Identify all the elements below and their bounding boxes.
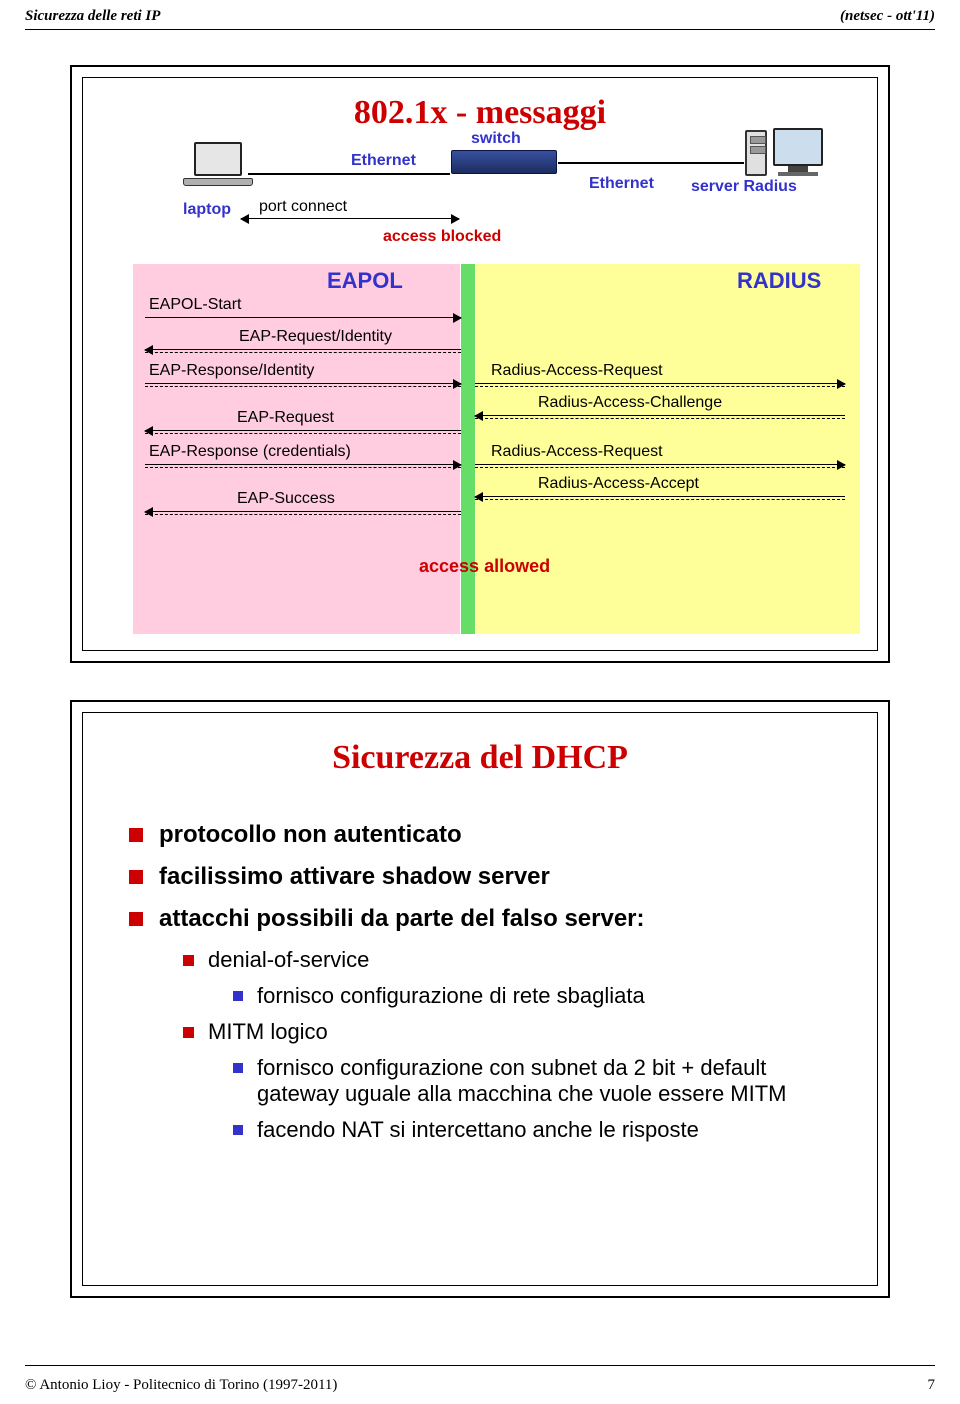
header-right: (netsec - ott'11) xyxy=(840,8,935,25)
bullet-blue-icon xyxy=(233,1125,243,1135)
dash-raa xyxy=(475,499,845,500)
bullet-l2: MITM logico xyxy=(183,1019,837,1045)
footer-left: © Antonio Lioy - Politecnico di Torino (… xyxy=(25,1377,337,1394)
arrow-raa xyxy=(475,496,845,497)
port-connect-arrow xyxy=(241,218,459,219)
msg-rar1: Radius-Access-Request xyxy=(491,362,663,380)
footer-right: 7 xyxy=(928,1377,936,1394)
bullet-blue-icon xyxy=(233,991,243,1001)
msg-resp-id: EAP-Response/Identity xyxy=(149,362,314,380)
arrow-eapol-start xyxy=(145,317,461,318)
bullet-text: attacchi possibili da parte del falso se… xyxy=(159,905,645,933)
bullet-red-icon xyxy=(183,955,194,966)
bullet-red-icon xyxy=(129,870,143,884)
ethernet-right-label: Ethernet xyxy=(589,175,654,193)
bullet-red-icon xyxy=(183,1027,194,1038)
footer-rule xyxy=(25,1365,935,1366)
bullet-text: facendo NAT si intercettano anche le ris… xyxy=(257,1117,699,1143)
arrow-rar2 xyxy=(475,464,845,465)
page-header: Sicurezza delle reti IP (netsec - ott'11… xyxy=(0,0,960,29)
dash-resp-id xyxy=(145,386,461,387)
bullet-text: fornisco configurazione di rete sbagliat… xyxy=(257,983,645,1009)
dash-rac xyxy=(475,418,845,419)
page-footer: © Antonio Lioy - Politecnico di Torino (… xyxy=(25,1377,935,1394)
arrow-resp-id xyxy=(145,383,461,384)
bullet-text: protocollo non autenticato xyxy=(159,821,462,849)
slide-2: Sicurezza del DHCP protocollo non autent… xyxy=(70,700,890,1298)
green-column xyxy=(461,264,475,634)
conn-line-left xyxy=(248,173,450,175)
msg-rar2: Radius-Access-Request xyxy=(491,443,663,461)
msg-req: EAP-Request xyxy=(237,409,334,427)
arrow-req-id xyxy=(145,349,461,350)
bullet-text: fornisco configurazione con subnet da 2 … xyxy=(257,1055,837,1107)
conn-line-right xyxy=(558,162,744,164)
switch-icon xyxy=(451,150,557,174)
bullet-l3: fornisco configurazione con subnet da 2 … xyxy=(233,1055,837,1107)
arrow-req xyxy=(145,430,461,431)
switch-label: switch xyxy=(471,130,521,148)
arrow-succ xyxy=(145,511,461,512)
arrow-rar1 xyxy=(475,383,845,384)
bullet-text: MITM logico xyxy=(208,1019,328,1045)
dash-rar2 xyxy=(475,467,845,468)
slide1-title: 802.1x - messaggi xyxy=(83,94,877,132)
dash-rar1 xyxy=(475,386,845,387)
eapol-title: EAPOL xyxy=(327,268,403,294)
ethernet-left-label: Ethernet xyxy=(351,152,416,170)
msg-eapol-start: EAPOL-Start xyxy=(149,296,241,314)
bullet-l1: attacchi possibili da parte del falso se… xyxy=(123,905,837,933)
bullet-text: facilissimo attivare shadow server xyxy=(159,863,550,891)
dash-succ xyxy=(145,514,461,515)
header-rule xyxy=(25,29,935,30)
access-allowed-label: access allowed xyxy=(419,556,550,577)
msg-resp-cred: EAP-Response (credentials) xyxy=(149,443,351,461)
bullet-text: denial-of-service xyxy=(208,947,369,973)
slide2-title: Sicurezza del DHCP xyxy=(83,739,877,777)
port-connect-label: port connect xyxy=(259,198,347,216)
bullet-blue-icon xyxy=(233,1063,243,1073)
radius-title: RADIUS xyxy=(737,268,821,294)
bullet-l2: denial-of-service xyxy=(183,947,837,973)
msg-succ: EAP-Success xyxy=(237,490,335,508)
slide-1: 802.1x - messaggi switch laptop server R… xyxy=(70,65,890,663)
arrow-rac xyxy=(475,415,845,416)
laptop-icon xyxy=(183,142,253,186)
dash-resp-cred xyxy=(145,467,461,468)
bullet-l1: facilissimo attivare shadow server xyxy=(123,863,837,891)
msg-req-id: EAP-Request/Identity xyxy=(239,328,392,346)
msg-rac: Radius-Access-Challenge xyxy=(538,394,722,412)
bullet-list: protocollo non autenticato facilissimo a… xyxy=(123,821,837,1153)
bullet-l1: protocollo non autenticato xyxy=(123,821,837,849)
bullet-red-icon xyxy=(129,912,143,926)
bullet-l3: facendo NAT si intercettano anche le ris… xyxy=(233,1117,837,1143)
dash-req xyxy=(145,433,461,434)
header-left: Sicurezza delle reti IP xyxy=(25,8,160,25)
slide1-inner: 802.1x - messaggi switch laptop server R… xyxy=(82,77,878,651)
msg-raa: Radius-Access-Accept xyxy=(538,475,699,493)
access-blocked-label: access blocked xyxy=(383,228,501,246)
arrow-resp-cred xyxy=(145,464,461,465)
bullet-red-icon xyxy=(129,828,143,842)
bullet-l3: fornisco configurazione di rete sbagliat… xyxy=(233,983,837,1009)
server-icon xyxy=(745,128,823,176)
laptop-label: laptop xyxy=(183,201,231,219)
slide2-inner: Sicurezza del DHCP protocollo non autent… xyxy=(82,712,878,1286)
dash-req-id xyxy=(145,352,461,353)
server-label: server Radius xyxy=(691,178,797,196)
